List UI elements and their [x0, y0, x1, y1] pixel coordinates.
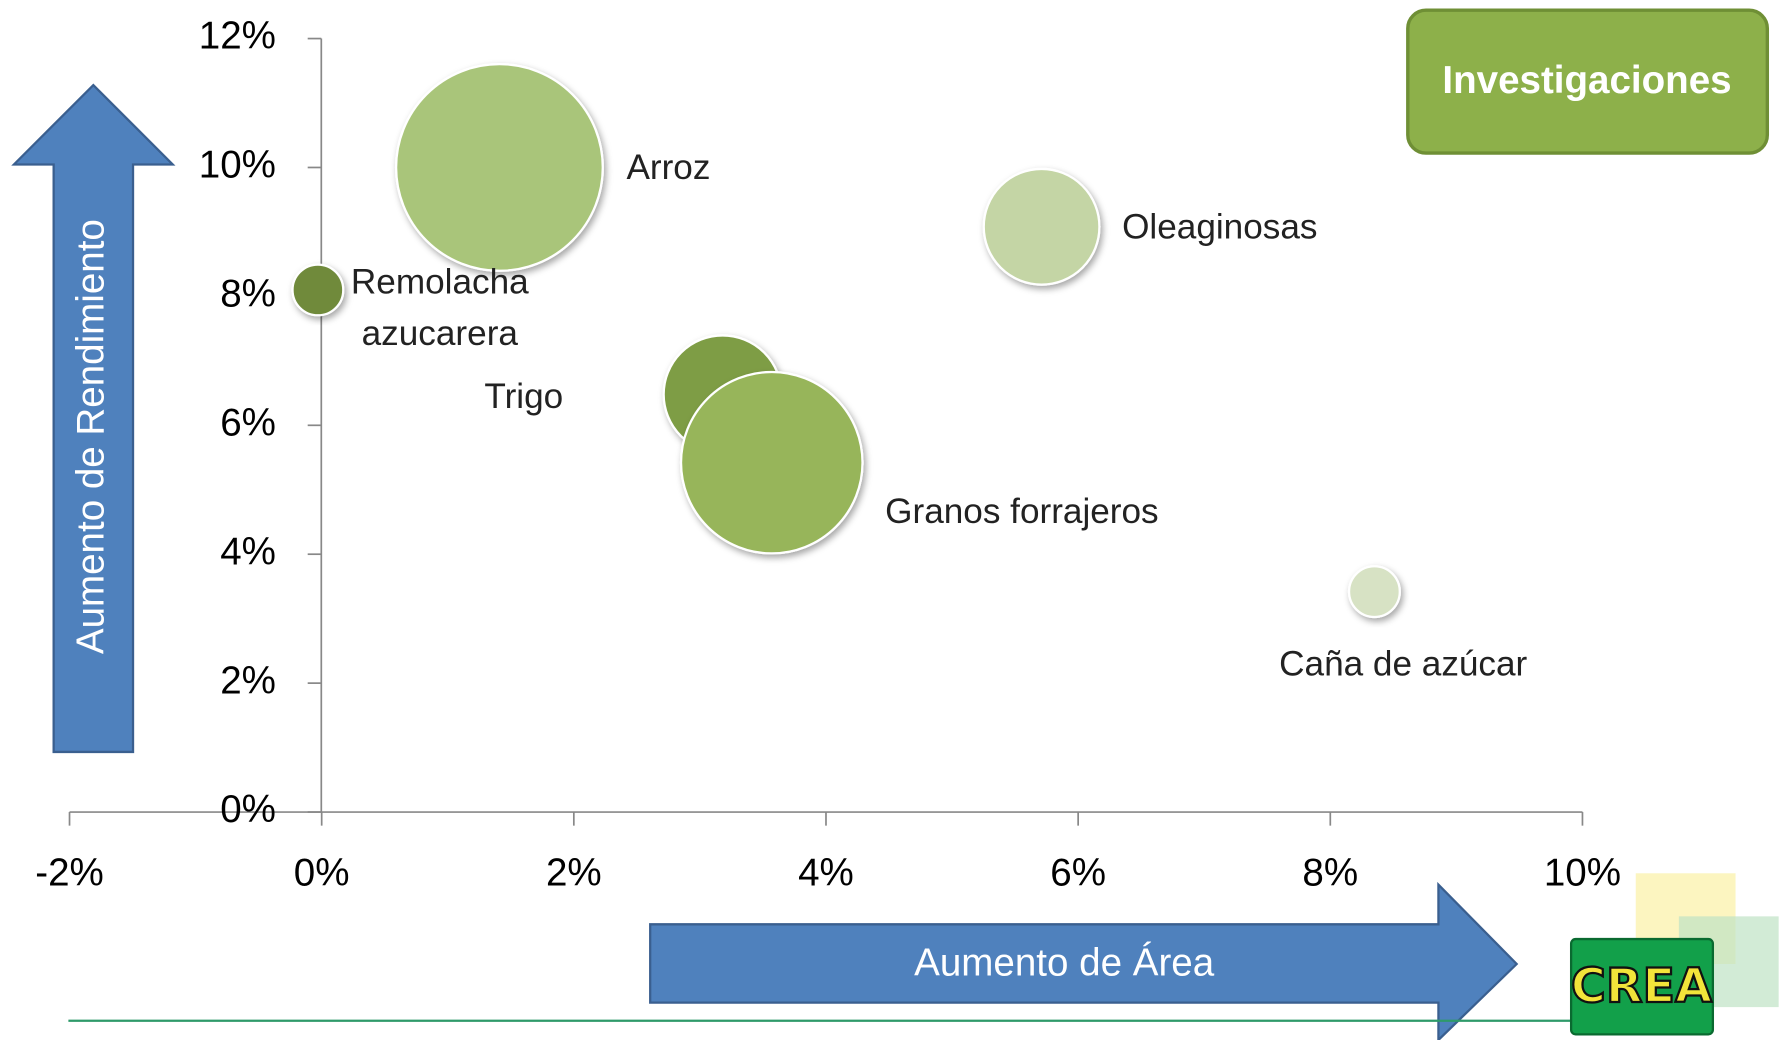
x-tick-label: -2% — [35, 852, 104, 895]
y-axis-label: Aumento de Rendimiento — [70, 219, 113, 654]
y-tick-label: 8% — [220, 273, 276, 316]
x-tick-label: 0% — [294, 852, 350, 895]
y-tick-label: 6% — [220, 401, 276, 444]
x-tick-label: 10% — [1544, 852, 1621, 895]
bubble-label: Arroz — [626, 148, 710, 187]
y-tick-label: 2% — [220, 659, 276, 702]
bubble-label: Oleaginosas — [1122, 207, 1317, 246]
x-tick-label: 8% — [1302, 852, 1358, 895]
y-arrow — [11, 83, 176, 754]
logo-text: CREA — [1571, 959, 1712, 1014]
bubble — [1347, 565, 1401, 619]
x-tick-label: 4% — [798, 852, 854, 895]
badge — [1406, 8, 1770, 155]
y-tick-label: 12% — [199, 15, 276, 58]
bubble-label: Granos forrajeros — [885, 492, 1158, 531]
bubble-label: Trigo — [484, 377, 563, 416]
bubble — [982, 167, 1101, 286]
x-tick-label: 6% — [1050, 852, 1106, 895]
bubble-label-box: Remolacha azucarera — [350, 261, 529, 353]
bubble — [679, 370, 864, 555]
y-tick-label: 10% — [199, 144, 276, 187]
logo — [1569, 937, 1715, 1036]
x-tick-label: 2% — [546, 852, 602, 895]
x-arrow — [649, 881, 1519, 1040]
bubble — [291, 263, 345, 317]
y-tick-label: 4% — [220, 530, 276, 573]
y-tick-label: 0% — [220, 788, 276, 831]
bubble-label: Caña de azúcar — [1279, 645, 1527, 684]
bubble-label: Remolacha azucarera — [350, 261, 529, 353]
x-axis-label: Aumento de Área — [914, 941, 1215, 984]
badge-text: Investigaciones — [1442, 59, 1731, 102]
bubble — [394, 63, 604, 272]
